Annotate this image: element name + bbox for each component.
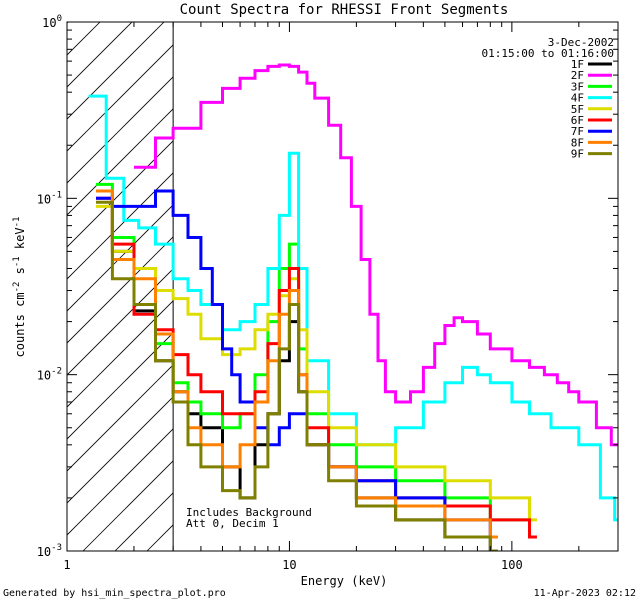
x-axis-ticks: 1 10 100 <box>63 22 619 572</box>
legend-label-6f: 6F <box>571 114 584 127</box>
legend-label-2f: 2F <box>571 69 584 82</box>
annotation-background: Includes Background <box>186 506 312 519</box>
hatch-line <box>67 22 165 120</box>
hatch-line <box>67 364 174 472</box>
y-tick-label: 10-1 <box>37 190 62 206</box>
hatch-line <box>67 236 174 344</box>
y-axis-label: counts cm-2 s-1 keV-1 <box>12 217 27 358</box>
series-line-8f <box>96 189 498 539</box>
hatch-line <box>0 0 67 551</box>
y-axis-ticks: 100 10-1 10-2 10-3 <box>37 14 618 559</box>
series-layer <box>88 63 618 551</box>
legend-label-1f: 1F <box>571 58 584 71</box>
series-line-2f <box>134 63 618 447</box>
hatch-line <box>67 396 174 504</box>
hatch-line <box>67 204 174 312</box>
legend-label-9f: 9F <box>571 148 584 161</box>
legend-label-4f: 4F <box>571 92 584 105</box>
chart-title: Count Spectra for RHESSI Front Segments <box>180 2 509 18</box>
legend-label-7f: 7F <box>571 125 584 138</box>
legend-label-8f: 8F <box>571 136 584 149</box>
y-axis-label-sup3: -1 <box>12 217 22 228</box>
x-tick-label: 1 <box>63 558 70 572</box>
plot-frame <box>66 21 619 552</box>
date-label: 3-Dec-2002 <box>548 36 614 49</box>
hatch-line <box>67 44 174 152</box>
x-axis-label: Energy (keV) <box>301 574 388 588</box>
y-axis-label-sup2: -1 <box>12 256 22 267</box>
generated-by-note: Generated by hsi_min_spectra_plot.pro <box>3 588 226 599</box>
legend-label-5f: 5F <box>571 103 584 116</box>
hatch-line <box>67 140 174 248</box>
hatch-line <box>67 108 174 216</box>
hatched-region <box>0 0 174 551</box>
y-tick-label: 100 <box>42 14 62 30</box>
y-tick-label: 10-2 <box>37 367 62 383</box>
y-axis-label-end: keV <box>13 227 27 256</box>
y-axis-label-mid: s <box>13 267 27 281</box>
y-tick-label: 10-3 <box>37 543 62 559</box>
series-line-3f <box>96 182 537 539</box>
series-line-9f <box>96 200 498 551</box>
hatch-line <box>67 268 174 376</box>
hatch-line <box>67 22 133 88</box>
hatch-line <box>67 76 174 184</box>
hatch-line <box>67 172 174 280</box>
x-tick-label: 10 <box>282 558 296 572</box>
y-axis-label-sup1: -2 <box>12 282 22 293</box>
hatch-line <box>67 428 174 536</box>
series-line-5f <box>96 204 537 522</box>
time-range-label: 01:15:00 to 01:16:00 <box>482 47 614 60</box>
annotation-attenuator: Att 0, Decim 1 <box>186 517 279 530</box>
legend-label-3f: 3F <box>571 80 584 93</box>
footer-timestamp: 11-Apr-2023 02:12 <box>534 588 636 599</box>
x-tick-label: 100 <box>501 558 523 572</box>
y-axis-label-main: counts cm <box>13 292 27 357</box>
